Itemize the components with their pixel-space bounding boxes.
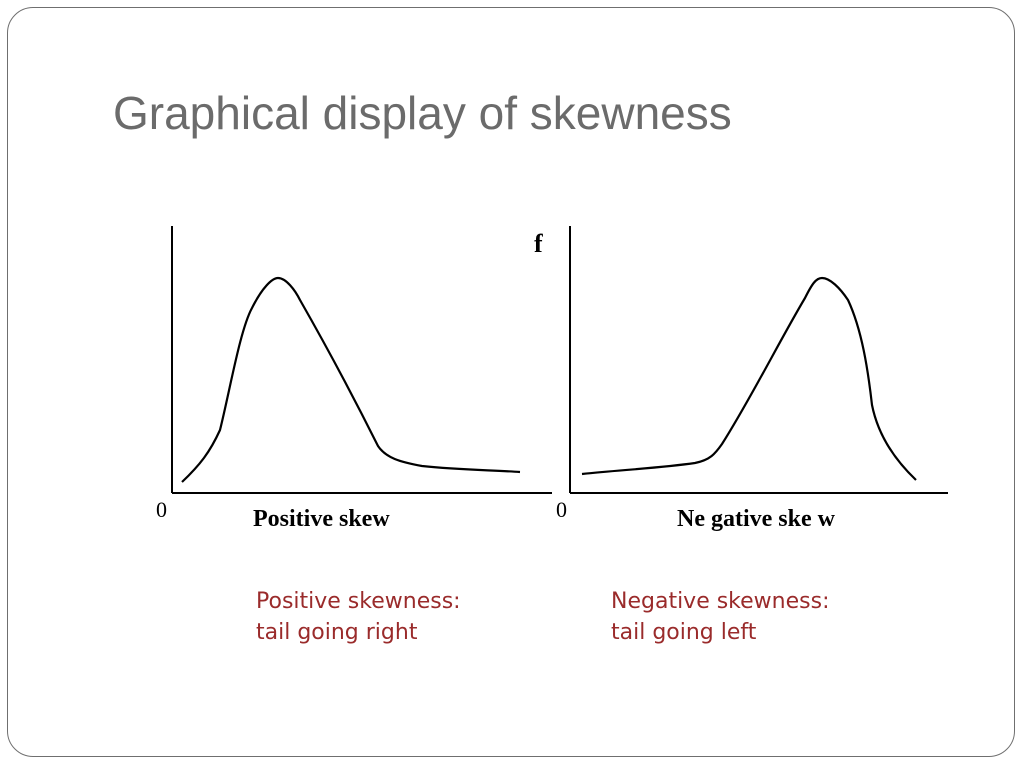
slide-frame	[7, 7, 1015, 757]
positive-caption-line2: tail going right	[256, 620, 418, 645]
negative-caption-line2: tail going left	[611, 620, 757, 645]
negative-skew-panel: f 0 Ne gative ske w	[534, 226, 948, 532]
positive-origin-label: 0	[156, 497, 167, 522]
negative-skew-caption: Ne gative ske w	[677, 506, 836, 532]
negative-origin-label: 0	[556, 497, 567, 522]
positive-caption-line1: Positive skewness:	[256, 589, 461, 614]
slide-title: Graphical display of skewness	[113, 87, 732, 139]
skewness-figure: f 0 Positive skew f 0 Ne gative ske w	[156, 226, 948, 532]
positive-skew-panel: f 0 Positive skew	[156, 226, 552, 532]
positive-skew-caption: Positive skew	[253, 506, 390, 532]
negative-skewness-caption: Negative skewness: tail going left	[611, 586, 830, 648]
negative-skew-curve	[581, 276, 917, 481]
positive-skewness-caption: Positive skewness: tail going right	[256, 586, 461, 648]
negative-caption-line1: Negative skewness:	[611, 589, 830, 614]
negative-y-label: f	[534, 229, 543, 258]
positive-skew-curve	[181, 276, 521, 483]
